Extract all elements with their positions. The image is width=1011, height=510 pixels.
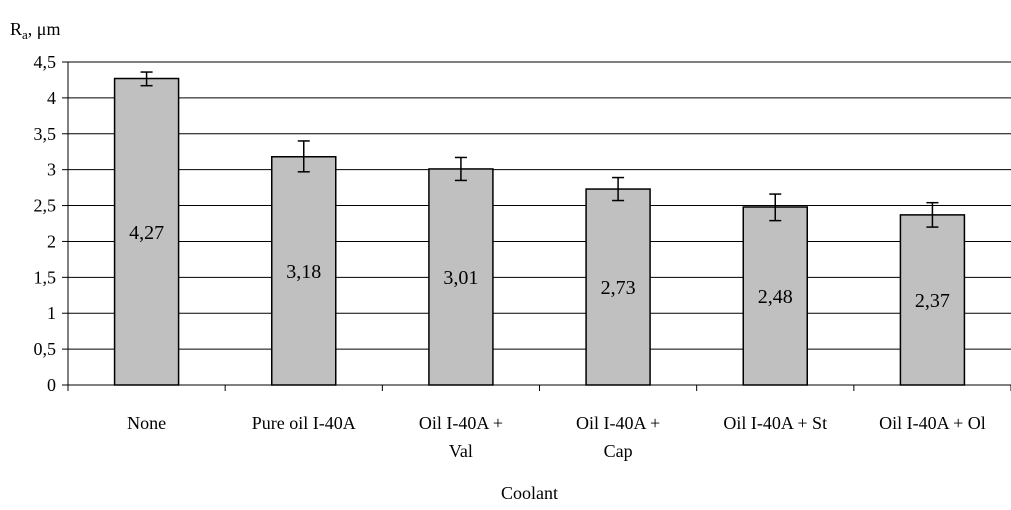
y-tick-label: 3 bbox=[47, 160, 56, 180]
data-label: 2,73 bbox=[601, 277, 636, 299]
data-label: 2,37 bbox=[915, 290, 950, 312]
y-tick-label: 2 bbox=[47, 231, 56, 251]
y-axis-title-unit: , μm bbox=[28, 19, 61, 39]
bar bbox=[585, 188, 651, 386]
bar bbox=[271, 155, 337, 386]
x-tick-label: Cap bbox=[604, 441, 633, 461]
y-tick-label: 4,5 bbox=[34, 52, 57, 72]
y-tick-label: 1 bbox=[47, 303, 56, 323]
x-tick-label: None bbox=[127, 413, 166, 433]
data-label: 3,18 bbox=[286, 261, 321, 283]
x-tick-label: Oil I-40A + bbox=[576, 413, 660, 433]
y-axis-title-subscript: a bbox=[22, 27, 28, 42]
x-tick-label: Pure oil I-40A bbox=[252, 413, 356, 433]
x-tick-label: Oil I-40A + St bbox=[723, 413, 827, 433]
y-tick-label: 2,5 bbox=[34, 196, 57, 216]
y-tick-label: 4 bbox=[47, 88, 56, 108]
x-axis-title: Coolant bbox=[501, 483, 558, 503]
y-axis-title: Ra, μm bbox=[10, 19, 60, 42]
y-tick-label: 3,5 bbox=[34, 124, 57, 144]
bar bbox=[113, 77, 180, 386]
y-tick-label: 0 bbox=[47, 375, 56, 395]
x-tick-label: Oil I-40A + Ol bbox=[879, 413, 986, 433]
y-tick-label: 0,5 bbox=[34, 339, 57, 359]
x-tick-label: Oil I-40A + bbox=[419, 413, 503, 433]
x-tick-label: Val bbox=[449, 441, 473, 461]
data-label: 4,27 bbox=[129, 222, 164, 244]
data-label: 3,01 bbox=[443, 267, 478, 289]
bar bbox=[899, 214, 966, 386]
y-tick-label: 1,5 bbox=[34, 267, 57, 287]
y-axis-title-main: R bbox=[10, 19, 22, 39]
bar bbox=[428, 168, 494, 386]
data-label: 2,48 bbox=[758, 286, 793, 308]
